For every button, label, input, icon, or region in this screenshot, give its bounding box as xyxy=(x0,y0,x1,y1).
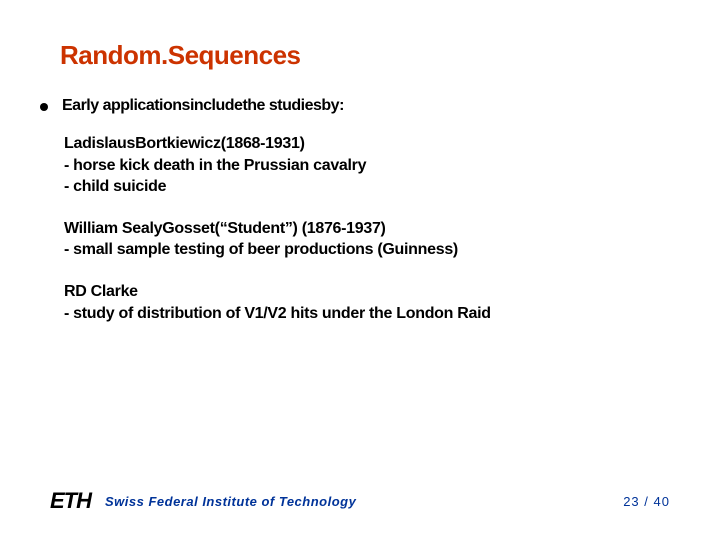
footer-left: ETH Swiss Federal Institute of Technolog… xyxy=(50,488,356,514)
block1-line1: LadislausBortkiewicz(1868-1931) xyxy=(64,133,670,155)
page-number: 23 / 40 xyxy=(623,494,670,509)
block3-line1: RD Clarke xyxy=(64,281,670,303)
page-total: 40 xyxy=(654,494,670,509)
bullet-text: Early applicationsincludethe studiesby: xyxy=(62,97,344,115)
bullet-dot-icon xyxy=(40,103,48,111)
bullet-row: Early applicationsincludethe studiesby: xyxy=(50,97,670,115)
slide-title: Random.Sequences xyxy=(60,40,670,71)
body-block-1: LadislausBortkiewicz(1868-1931) - horse … xyxy=(64,133,670,198)
block1-line3: - child suicide xyxy=(64,176,670,198)
slide: Random.Sequences Early applicationsinclu… xyxy=(0,0,720,540)
page-sep: / xyxy=(644,494,649,509)
footer: ETH Swiss Federal Institute of Technolog… xyxy=(0,488,720,514)
block2-line1: William SealyGosset(“Student”) (1876-193… xyxy=(64,218,670,240)
block3-line2: - study of distribution of V1/V2 hits un… xyxy=(64,303,670,325)
block1-line2: - horse kick death in the Prussian caval… xyxy=(64,155,670,177)
eth-logo: ETH xyxy=(50,488,91,514)
body-block-3: RD Clarke - study of distribution of V1/… xyxy=(64,281,670,324)
block2-line2: - small sample testing of beer productio… xyxy=(64,239,670,261)
body-block-2: William SealyGosset(“Student”) (1876-193… xyxy=(64,218,670,261)
page-current: 23 xyxy=(623,494,639,509)
institute-name: Swiss Federal Institute of Technology xyxy=(105,494,356,509)
